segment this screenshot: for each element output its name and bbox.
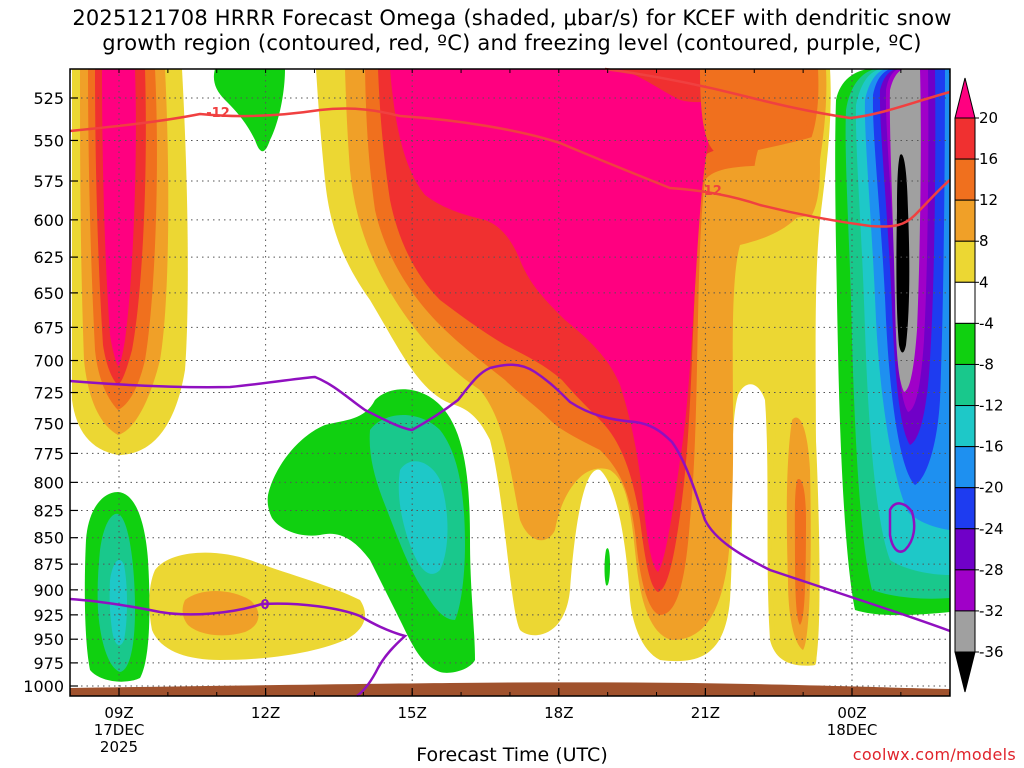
y-axis: 525 550 575 600 625 650 675 700 725 750 775 800 825 8…	[23, 89, 78, 696]
x-tick-label: 12Z	[251, 704, 280, 722]
colorbar-swatch	[954, 199, 976, 242]
dgz-contour-label-1: -12	[206, 106, 230, 121]
y-tick-label: 625	[33, 248, 64, 267]
y-tick-label: 875	[33, 555, 64, 574]
freezing-contour-line	[69, 363, 951, 633]
colorbar-label: -32	[979, 602, 1004, 620]
y-tick-label: 650	[33, 284, 64, 303]
dgz-contour-label-2: -12	[698, 184, 722, 199]
colorbar-bottom-arrow	[954, 651, 976, 693]
colorbar-top-arrow	[954, 77, 976, 119]
colorbar-swatch	[954, 487, 976, 530]
watermark-text: coolwx.com/models	[852, 745, 1016, 764]
colorbar-swatch	[954, 528, 976, 571]
colorbar-swatch	[954, 240, 976, 283]
chart-title-line-1: 2025121708 HRRR Forecast Omega (shaded, …	[72, 6, 952, 30]
colorbar: 20 16 12 8 4 -4 -8 -12 -16 -20 -24 -28 -32 -36	[954, 77, 1004, 693]
freezing-contour-line-lower	[69, 597, 408, 697]
omega-region-lowleft-cyan	[109, 560, 127, 646]
colorbar-swatch	[954, 446, 976, 489]
colorbar-swatch	[954, 610, 976, 653]
dgz-contour-line	[69, 107, 951, 228]
plot-area: -12 -12 0	[69, 67, 951, 697]
colorbar-swatch	[954, 322, 976, 365]
omega-region-top-orange	[700, 69, 816, 155]
freezing-contour-label: 0	[260, 598, 269, 613]
y-tick-label: 850	[33, 529, 64, 548]
y-tick-label: 750	[33, 414, 64, 433]
y-tick-label: 700	[33, 352, 64, 371]
y-tick-label: 550	[33, 131, 64, 150]
x-tick-year-label: 2025	[100, 738, 138, 756]
colorbar-swatch	[954, 405, 976, 448]
x-tick-label: 18Z	[544, 704, 573, 722]
y-tick-label: 800	[33, 473, 64, 492]
colorbar-label: -24	[979, 520, 1004, 538]
colorbar-swatch	[954, 363, 976, 407]
colorbar-label: 20	[979, 109, 998, 127]
dgz-contour-line-upper	[604, 67, 951, 120]
y-tick-label: 525	[33, 89, 64, 108]
x-axis-label: Forecast Time (UTC)	[416, 744, 608, 766]
colorbar-label: -4	[979, 314, 994, 332]
colorbar-label: 4	[979, 273, 989, 291]
colorbar-label: -8	[979, 355, 994, 373]
chart-title-line-2: growth region (contoured, red, ºC) and f…	[102, 31, 922, 55]
omega-region-top-orange2	[753, 135, 820, 219]
y-tick-label: 600	[33, 211, 64, 230]
omega-region-tiny-green	[604, 548, 610, 586]
freezing-contour-ring	[888, 502, 916, 553]
ground-surface	[70, 682, 950, 696]
y-tick-label: 575	[33, 172, 64, 191]
colorbar-label: 16	[979, 150, 998, 168]
colorbar-swatch	[954, 569, 976, 612]
colorbar-label: -12	[979, 397, 1004, 415]
y-tick-label: 1000	[23, 677, 64, 696]
omega-region-center-magenta	[390, 69, 780, 572]
colorbar-label: -20	[979, 479, 1004, 497]
colorbar-swatch	[954, 117, 976, 160]
y-tick-label: 925	[33, 606, 64, 625]
omega-region-center-cyan	[398, 461, 448, 574]
y-tick-label: 825	[33, 501, 64, 520]
grid-lines	[70, 69, 950, 696]
colorbar-label: 8	[979, 232, 989, 250]
x-tick-label: 21Z	[691, 704, 720, 722]
omega-shading	[72, 69, 950, 682]
x-tick-label: 09Z	[104, 704, 133, 722]
colorbar-swatch	[954, 281, 976, 324]
y-tick-label: 725	[33, 384, 64, 403]
colorbar-label: -36	[979, 643, 1004, 661]
y-tick-label: 675	[33, 318, 64, 337]
colorbar-label: -16	[979, 438, 1004, 456]
colorbar-label: 12	[979, 191, 998, 209]
y-tick-label: 900	[33, 581, 64, 600]
colorbar-label: -28	[979, 561, 1004, 579]
omega-region-green-top	[213, 69, 285, 152]
y-tick-label: 975	[33, 654, 64, 673]
x-tick-label: 00Z	[837, 704, 866, 722]
y-tick-label: 775	[33, 444, 64, 463]
x-tick-date-label: 18DEC	[827, 721, 878, 739]
y-tick-label: 950	[33, 630, 64, 649]
omega-region-right-black	[896, 154, 910, 353]
chart-title: 2025121708 HRRR Forecast Omega (shaded, …	[0, 6, 1024, 56]
x-tick-label: 15Z	[398, 704, 427, 722]
colorbar-swatch	[954, 158, 976, 201]
omega-region-right-plume-core	[794, 479, 806, 625]
x-tick-date-label: 17DEC	[94, 721, 145, 739]
